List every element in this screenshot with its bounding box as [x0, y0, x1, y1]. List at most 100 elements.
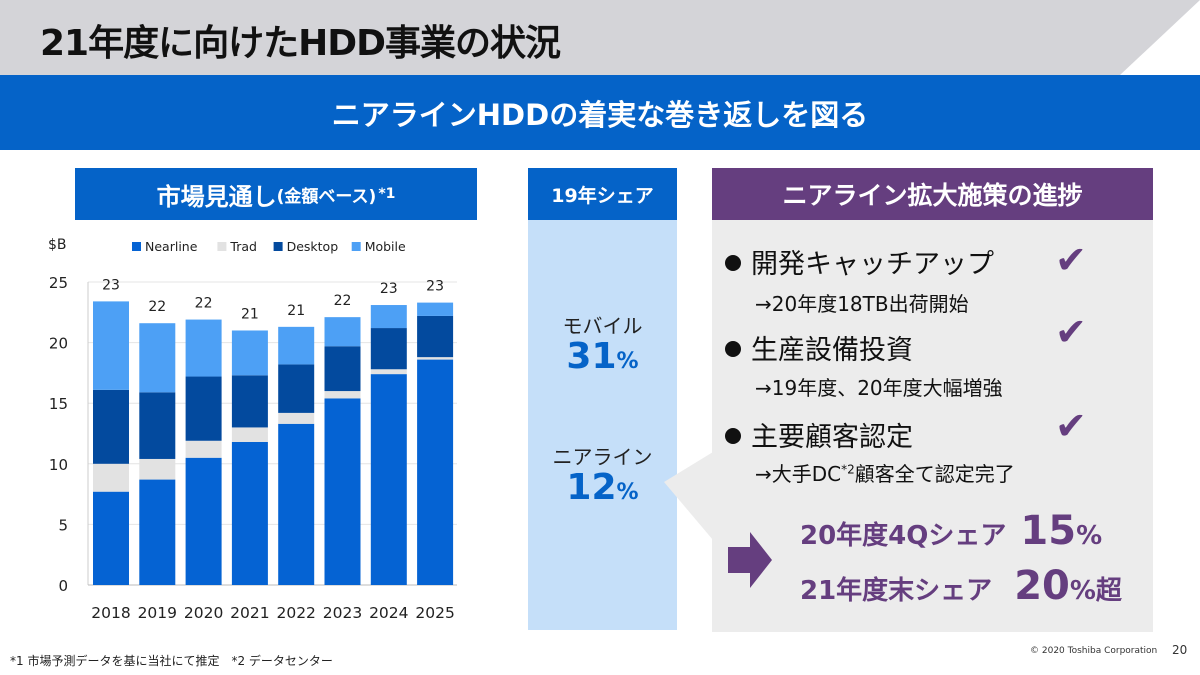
bullet-icon [725, 254, 741, 271]
bar-segment-mobile [139, 323, 176, 393]
y-tick-label: 5 [58, 516, 68, 534]
y-tick-label: 15 [49, 395, 68, 413]
bar-segment-mobile [231, 330, 268, 376]
total-label: 23 [102, 277, 120, 293]
progress-item: 開発キャッチアップ [725, 242, 994, 281]
bar-segment-trad [278, 412, 315, 424]
legend-label: Nearline [145, 239, 198, 254]
total-label: 22 [195, 296, 213, 312]
bar-segment-trad [139, 458, 176, 480]
x-tick-label: 2022 [276, 604, 315, 622]
total-label: 23 [426, 279, 444, 295]
goal-label: 20年度4Qシェア [800, 521, 1007, 551]
total-label: 21 [241, 306, 259, 322]
bar-segment-desktop [370, 328, 407, 370]
bar-segment-nearline [417, 359, 454, 585]
legend-swatch [351, 242, 361, 251]
title-bar [0, 0, 1200, 75]
progress-item-detail: →20年度18TB出荷開始 [755, 292, 969, 316]
progress-item-detail: →19年度、20年度大幅増強 [755, 376, 1003, 400]
progress-panel [712, 220, 1153, 632]
share-value-nearline: 12% [528, 467, 677, 508]
y-axis-label: $B [48, 237, 67, 253]
banner: ニアラインHDDの着実な巻き返しを図る [0, 75, 1200, 150]
progress-item-label: 生産設備投資 [751, 335, 913, 366]
legend-label: Mobile [365, 239, 406, 254]
share-label-mobile: モバイル [562, 314, 643, 338]
share-value-mobile: 31% [528, 336, 677, 377]
goal-value: 20 [1014, 563, 1070, 609]
bar-segment-trad [324, 391, 361, 399]
bar-segment-desktop [139, 392, 176, 459]
goal-value: 15 [1020, 508, 1077, 554]
x-tick-label: 2019 [138, 604, 177, 622]
goal-suffix: 超 [1095, 576, 1122, 606]
progress-item: 生産設備投資 [725, 328, 913, 367]
x-tick-label: 2023 [323, 604, 362, 622]
progress-header: ニアライン拡大施策の進捗 [712, 168, 1153, 220]
chart-header-note: *1 [378, 186, 396, 202]
copyright: © 2020 Toshiba Corporation [1030, 646, 1158, 656]
x-tick-label: 2020 [184, 604, 223, 622]
bar-segment-mobile [93, 301, 129, 390]
bar-segment-nearline [278, 423, 315, 585]
check-icon: ✔ [1055, 404, 1087, 448]
page-title: 21年度に向けたHDD事業の状況 [40, 23, 561, 64]
bar-segment-mobile [278, 326, 315, 365]
bar-segment-mobile [370, 305, 407, 329]
share-number: 31 [566, 336, 617, 377]
goal-unit: % [1069, 576, 1096, 606]
bar-segment-mobile [185, 319, 222, 377]
legend-swatch [273, 242, 283, 251]
bar-segment-desktop [324, 346, 361, 392]
total-label: 22 [148, 299, 166, 315]
bar-segment-nearline [185, 457, 222, 585]
legend-swatch [217, 242, 227, 251]
total-label: 23 [380, 281, 398, 297]
x-tick-label: 2025 [415, 604, 454, 622]
y-tick-label: 25 [49, 274, 68, 292]
bar-segment-desktop [93, 389, 129, 464]
callout-pointer [664, 452, 713, 540]
bullet-icon [725, 427, 741, 444]
progress-item-label: 主要顧客認定 [751, 422, 913, 453]
legend-label: Desktop [287, 239, 339, 254]
y-tick-label: 0 [58, 577, 68, 595]
page-number: 20 [1172, 643, 1188, 657]
y-tick-label: 20 [49, 335, 68, 353]
bar-segment-trad [417, 357, 454, 360]
share-label-nearline: ニアライン [552, 445, 653, 469]
goal-unit: % [1076, 521, 1103, 551]
bar-segment-trad [93, 463, 129, 492]
share-unit: % [616, 349, 639, 374]
goal-line: 20年度4Qシェア 15% [800, 508, 1102, 554]
legend-label: Trad [229, 239, 257, 254]
detail-text: →大手DC [755, 462, 842, 486]
progress-item-detail: →大手DC*2顧客全て認定完了 [755, 458, 1015, 487]
arrow-right-icon [728, 532, 772, 588]
chart-header: 市場見通し (金額ベース) *1 [75, 168, 477, 220]
bullet-icon [725, 340, 741, 357]
bar-segment-trad [370, 369, 407, 375]
chart-header-sub: (金額ベース) [276, 186, 377, 207]
bar-segment-desktop [185, 376, 222, 441]
title-bar-cut [1120, 0, 1200, 75]
total-label: 22 [334, 293, 352, 309]
check-icon: ✔ [1055, 310, 1087, 354]
progress-item: 主要顧客認定 [725, 415, 913, 454]
goal-line: 21年度末シェア 20%超 [800, 563, 1122, 609]
legend-swatch [132, 242, 141, 251]
footnote: *1 市場予測データを基に当社にて推定 *2 データセンター [10, 654, 333, 668]
footnote-ref: *2 [841, 462, 855, 477]
bar-segment-desktop [417, 315, 454, 358]
x-tick-label: 2018 [91, 604, 130, 622]
bar-segment-nearline [370, 374, 407, 585]
x-tick-label: 2021 [230, 604, 269, 622]
detail-text: 顧客全て認定完了 [854, 462, 1015, 486]
bar-segment-mobile [417, 302, 454, 316]
bar-segment-trad [185, 440, 222, 458]
bar-segment-nearline [139, 479, 176, 585]
share-header: 19年シェア [528, 168, 677, 220]
total-label: 21 [287, 303, 305, 319]
check-icon: ✔ [1055, 238, 1087, 282]
